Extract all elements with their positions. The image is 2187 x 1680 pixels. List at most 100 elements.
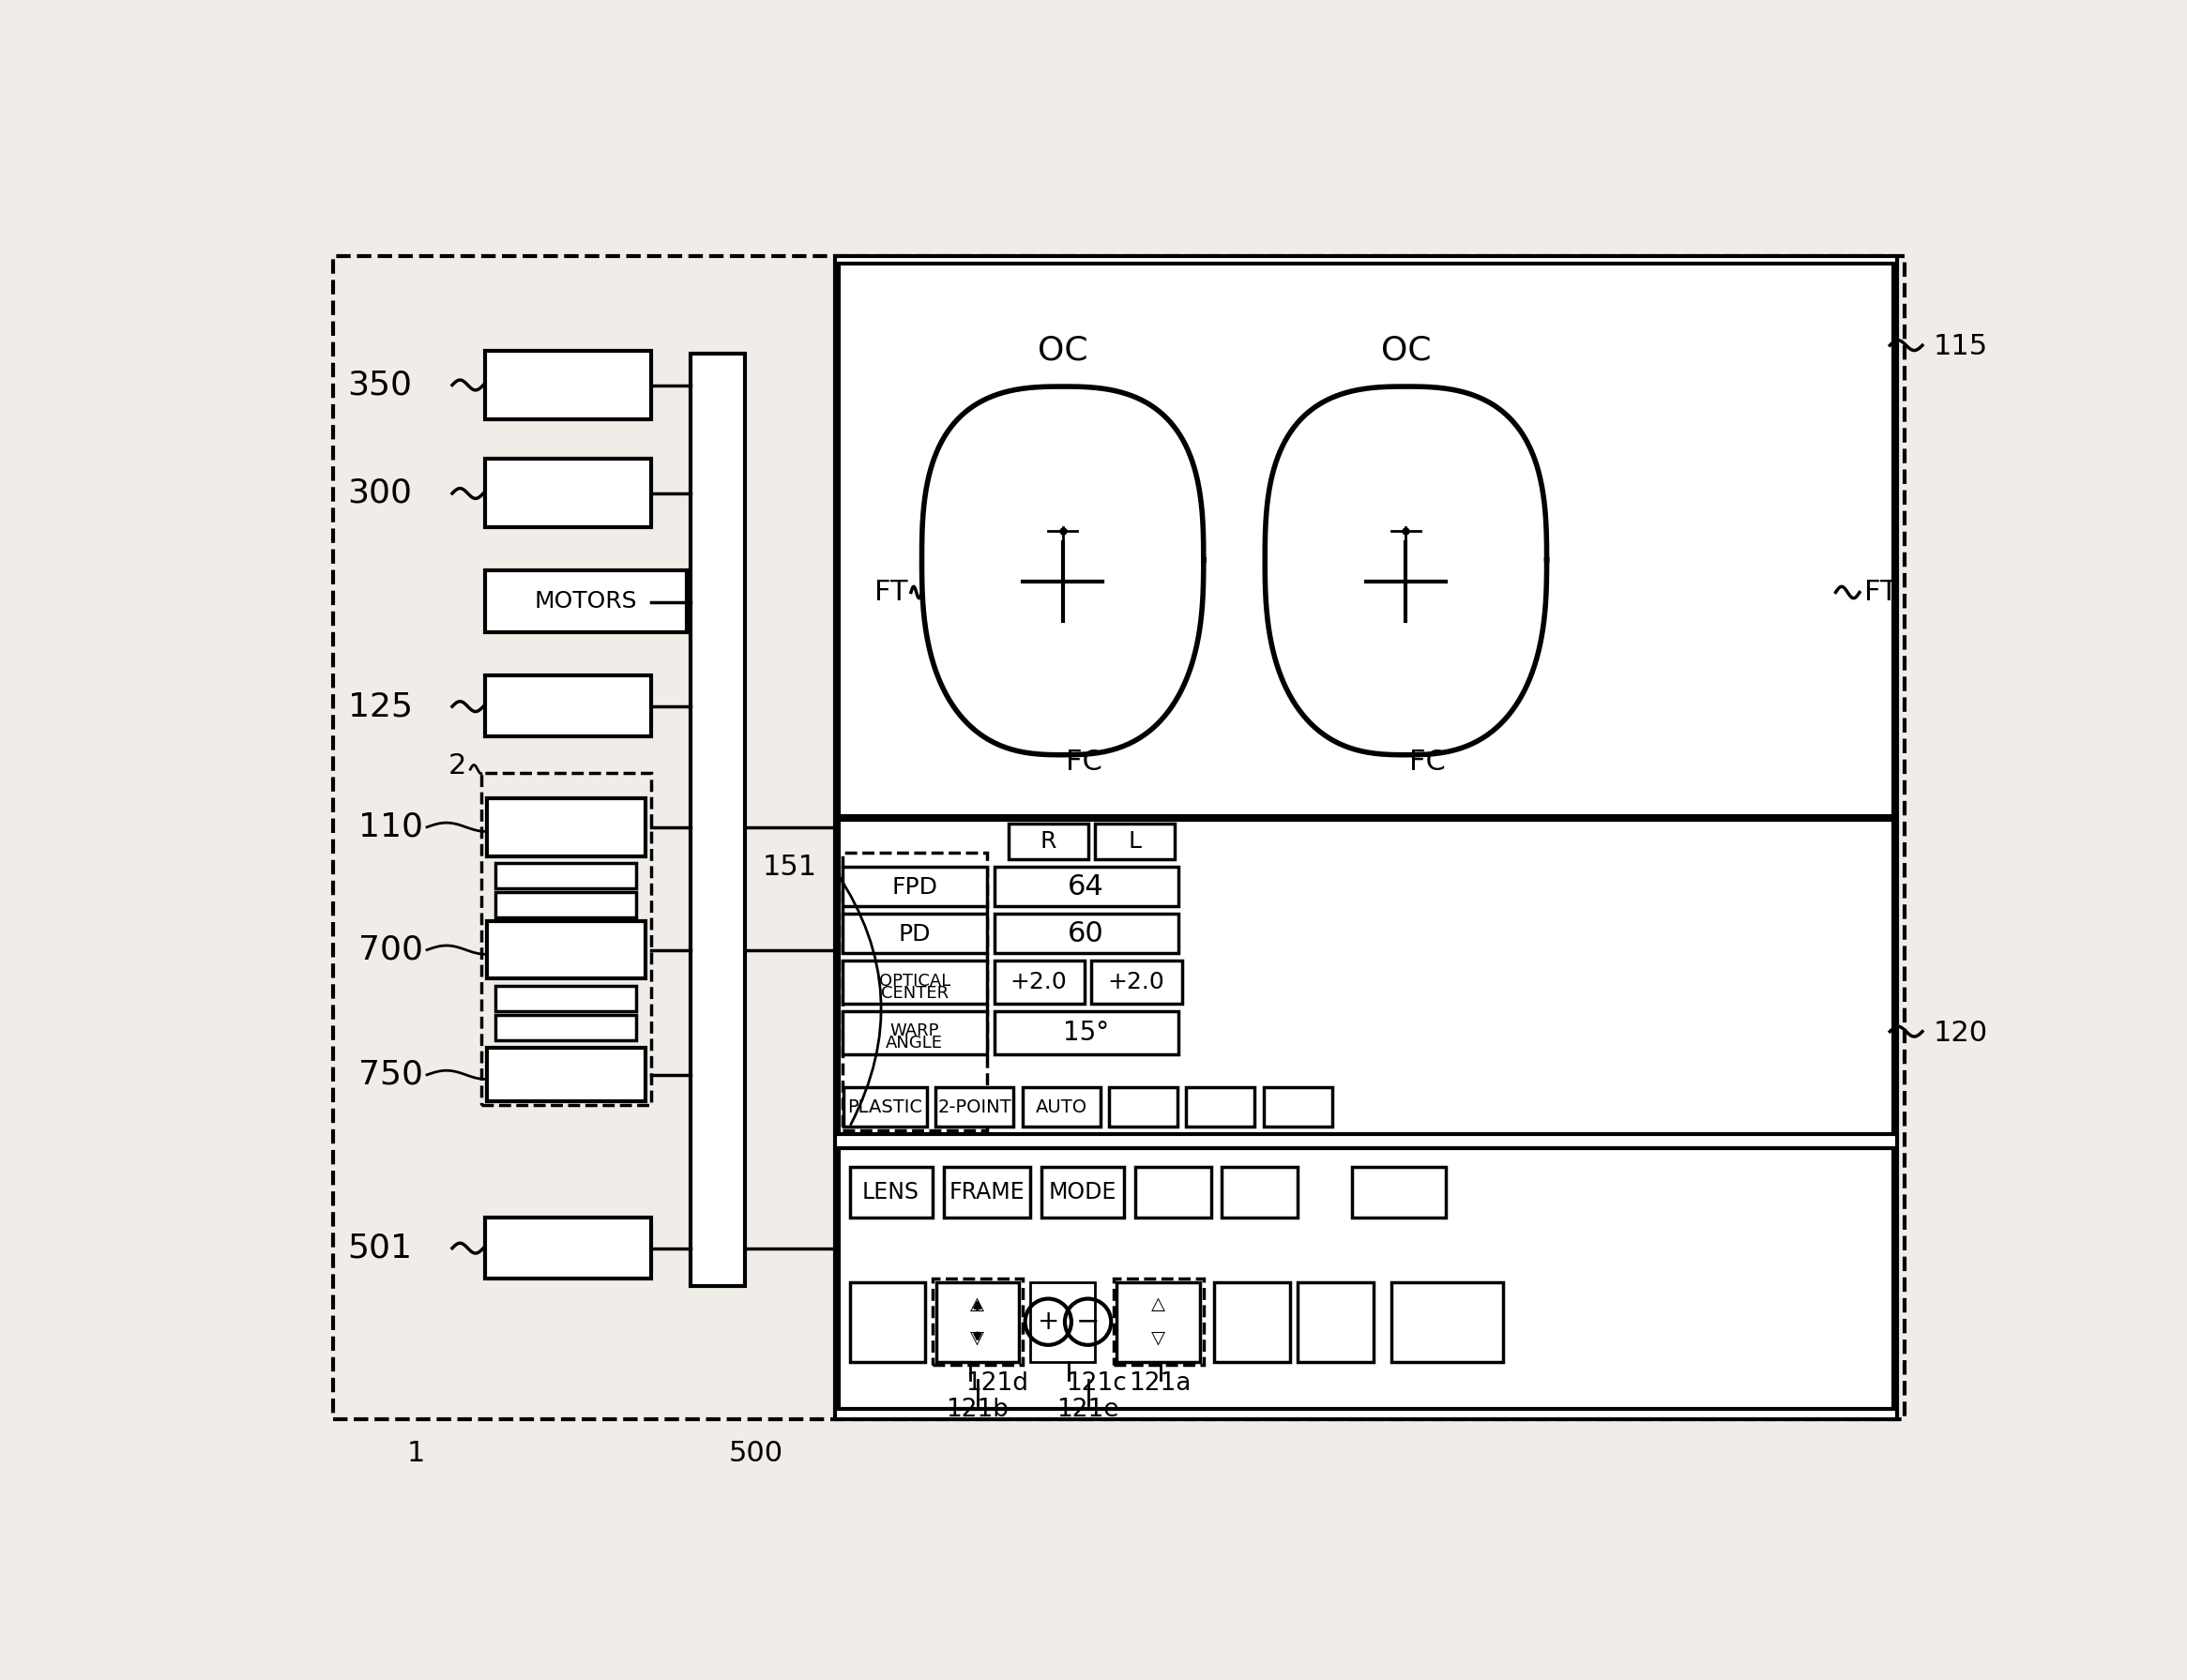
Bar (332, 257, 1905, 1420)
Bar (1109, 1087, 1177, 1127)
Bar (1264, 1087, 1332, 1127)
Bar (1030, 1282, 1096, 1361)
Bar (844, 1087, 927, 1127)
Bar (486, 351, 652, 418)
Text: 64: 64 (1067, 874, 1104, 900)
Bar (1091, 961, 1181, 1005)
Text: 110: 110 (359, 811, 424, 843)
Text: 350: 350 (348, 370, 413, 402)
Bar (488, 1047, 645, 1102)
Text: 1: 1 (407, 1440, 424, 1467)
Bar (1096, 823, 1174, 860)
Text: 121e: 121e (1056, 1398, 1120, 1423)
Text: OPTICAL: OPTICAL (879, 973, 951, 990)
Bar (486, 1216, 652, 1278)
Text: WARP: WARP (890, 1023, 938, 1040)
Bar (496, 892, 636, 917)
Bar (995, 914, 1179, 954)
Bar (840, 820, 1894, 1134)
Bar (849, 1166, 932, 1216)
Text: 115: 115 (1933, 333, 1988, 361)
Bar (481, 773, 652, 1105)
Text: 750: 750 (359, 1058, 424, 1090)
Bar (842, 852, 986, 1131)
Text: 15°: 15° (1063, 1020, 1109, 1047)
Bar (840, 1149, 1894, 1408)
Bar (936, 1087, 1013, 1127)
Bar (1223, 1166, 1297, 1216)
Text: +: + (1037, 1309, 1059, 1336)
Text: FPD: FPD (892, 875, 938, 899)
Bar (842, 867, 986, 907)
Bar (995, 1011, 1179, 1055)
Text: 121b: 121b (947, 1398, 1008, 1423)
Bar (496, 986, 636, 1011)
Bar (496, 1015, 636, 1040)
Bar (932, 1278, 1024, 1366)
Bar (1113, 1278, 1203, 1366)
Bar (1391, 1282, 1502, 1361)
Text: 300: 300 (348, 477, 413, 509)
Bar (1185, 1087, 1255, 1127)
Text: ▽: ▽ (971, 1329, 984, 1347)
Text: +2.0: +2.0 (1010, 971, 1067, 993)
Text: 500: 500 (728, 1440, 783, 1467)
Bar (1041, 1166, 1124, 1216)
Text: ANGLE: ANGLE (886, 1035, 943, 1052)
Bar (943, 1166, 1030, 1216)
Text: 125: 125 (348, 690, 413, 722)
Text: AUTO: AUTO (1034, 1099, 1087, 1116)
Bar (1008, 823, 1087, 860)
Text: FT: FT (875, 578, 908, 606)
Text: 121d: 121d (964, 1371, 1028, 1396)
Text: 120: 120 (1933, 1020, 1988, 1047)
Text: △: △ (971, 1295, 984, 1312)
Text: −: − (1076, 1309, 1100, 1336)
Text: 60: 60 (1067, 921, 1104, 948)
Bar (488, 921, 645, 979)
Bar (842, 961, 986, 1005)
Bar (486, 571, 687, 632)
Text: FT: FT (1866, 578, 1898, 606)
Text: MODE: MODE (1048, 1181, 1115, 1203)
Bar (486, 459, 652, 528)
Bar (1297, 1282, 1373, 1361)
Bar (849, 1282, 925, 1361)
Text: 501: 501 (348, 1231, 413, 1263)
Text: △: △ (1150, 1295, 1166, 1312)
Text: OC: OC (1380, 334, 1430, 366)
Bar (488, 798, 645, 857)
Text: 121a: 121a (1128, 1371, 1192, 1396)
Text: LENS: LENS (862, 1181, 919, 1203)
Bar (1118, 1282, 1201, 1361)
Text: FC: FC (1065, 749, 1102, 776)
Text: FRAME: FRAME (949, 1181, 1026, 1203)
Text: R: R (1041, 830, 1056, 853)
Bar (691, 354, 746, 1285)
Bar (496, 864, 636, 889)
Bar (842, 914, 986, 954)
Bar (1214, 1282, 1290, 1361)
Text: MOTORS: MOTORS (534, 590, 636, 613)
Bar (995, 867, 1179, 907)
Text: ▽: ▽ (1150, 1329, 1166, 1347)
Bar (995, 961, 1085, 1005)
Text: 700: 700 (359, 934, 424, 966)
Text: CENTER: CENTER (881, 984, 949, 1001)
Bar (835, 257, 1896, 1420)
Text: PLASTIC: PLASTIC (846, 1099, 923, 1116)
Text: FC: FC (1408, 749, 1446, 776)
Bar (1135, 1166, 1212, 1216)
Text: +2.0: +2.0 (1109, 971, 1166, 993)
Bar (842, 1011, 986, 1055)
Text: 121c: 121c (1067, 1371, 1126, 1396)
Text: 151: 151 (763, 853, 818, 880)
Text: OC: OC (1037, 334, 1087, 366)
Bar (936, 1282, 1019, 1361)
Bar (1021, 1087, 1100, 1127)
Text: L: L (1128, 830, 1142, 853)
Bar (486, 675, 652, 738)
Bar (1352, 1166, 1446, 1216)
Text: PD: PD (899, 922, 932, 946)
Text: 2: 2 (448, 753, 466, 780)
